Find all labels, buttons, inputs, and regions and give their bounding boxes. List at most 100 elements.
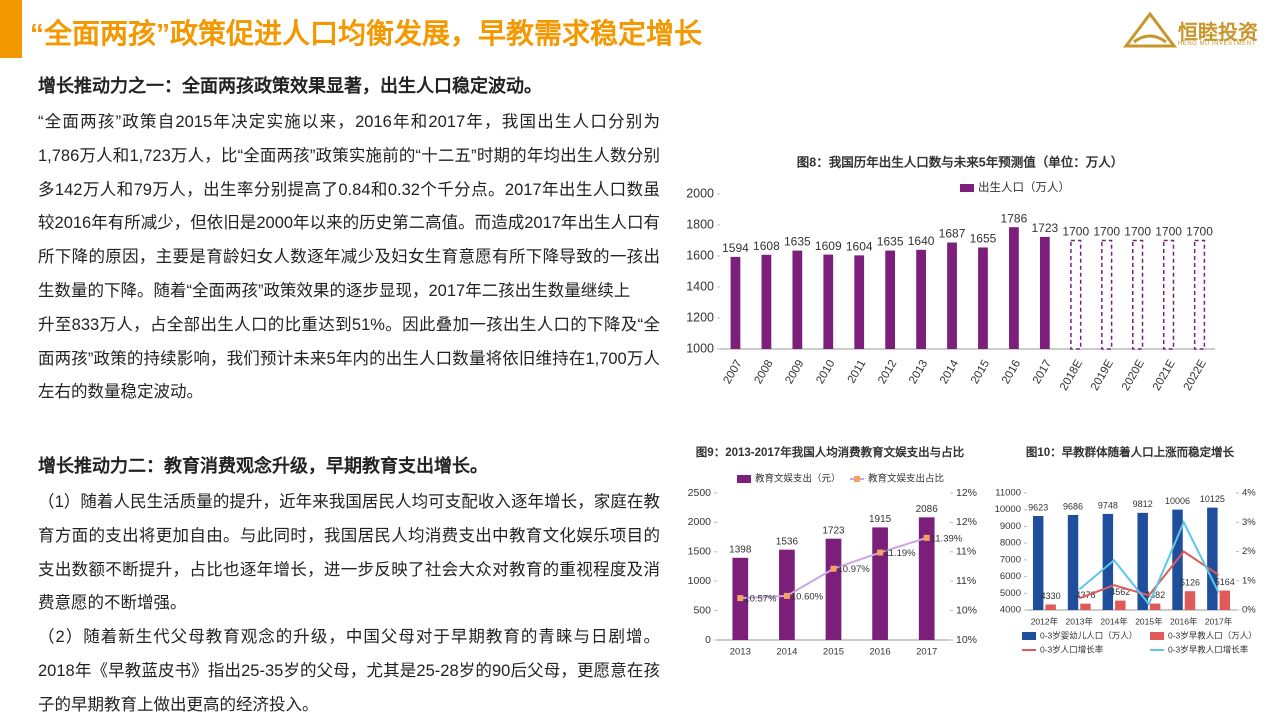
y2-tick-label: 11%: [956, 575, 976, 587]
bar: [823, 254, 834, 349]
data-label: 1608: [753, 239, 780, 253]
bar: [1132, 239, 1144, 350]
legend-label: 0-3岁人口增长率: [1040, 644, 1104, 654]
data-label: 1700: [1186, 225, 1213, 239]
data-label: 10125: [1200, 494, 1225, 504]
section: 增长推动力二：教育消费观念升级，早期教育支出增长。 （1）随着人民生活质量的提升…: [38, 450, 660, 723]
paragraph: （1）随着人民生活质量的提升，近年来我国居民人均可支配收入逐年增长，家庭在教育方…: [38, 493, 660, 613]
bar: [1067, 514, 1079, 610]
paragraph: 升至833万人，占全部出生人口的比重达到51%。因此叠加一孩出生人口的下降及“全…: [38, 315, 660, 402]
data-label: 1700: [1155, 225, 1182, 239]
y-tick-label: 1000: [686, 341, 714, 355]
data-label: 4330: [1041, 591, 1061, 601]
bar: [761, 254, 772, 349]
data-label: 10.57%: [744, 594, 777, 605]
x-tick-label: 2012: [876, 358, 899, 386]
data-label: 10006: [1165, 496, 1190, 506]
bar: [1039, 236, 1050, 349]
x-tick-label: 2015年: [1135, 616, 1163, 626]
data-label: 4562: [1110, 587, 1130, 597]
data-label: 9686: [1063, 501, 1083, 511]
bar: [854, 255, 865, 349]
bar: [872, 527, 888, 640]
x-tick-label: 2007: [722, 358, 745, 386]
y-tick-label: 1500: [688, 546, 712, 558]
legend-swatch: [737, 475, 751, 483]
legend-label: 出生人口（万人）: [978, 180, 1070, 194]
x-tick-label: 2016: [1000, 358, 1023, 386]
data-label: 1635: [784, 235, 811, 249]
y-tick-label: 11000: [995, 488, 1021, 499]
line-marker: [923, 534, 930, 541]
bar: [825, 538, 842, 640]
bar: [1137, 512, 1148, 610]
bar: [1149, 603, 1161, 610]
y-tick-label: 6000: [1000, 571, 1021, 582]
legend-label: 0-3岁早教人口（万人）: [1168, 630, 1257, 640]
legend-swatch: [1150, 632, 1164, 640]
y2-tick-label: 3%: [1242, 517, 1256, 528]
x-tick-label: 2017: [916, 647, 937, 658]
data-label: 1609: [815, 239, 842, 253]
y2-tick-label: 12%: [956, 516, 977, 528]
line-marker: [830, 565, 837, 572]
y-tick-label: 1000: [688, 575, 712, 587]
data-label: 1700: [1093, 225, 1120, 239]
y-tick-label: 1200: [686, 310, 714, 324]
y-tick-label: 4000: [1000, 605, 1021, 616]
y-tick-label: 8000: [1000, 538, 1021, 549]
data-label: 11.39%: [931, 533, 963, 544]
line-marker: [737, 595, 744, 602]
bar: [1162, 239, 1175, 350]
legend-swatch: [854, 476, 860, 482]
y2-tick-label: 0%: [1242, 605, 1256, 616]
x-tick-label: 2013: [907, 358, 930, 386]
bar: [1193, 239, 1206, 350]
legend-swatch: [1022, 632, 1036, 640]
legend-label: 教育文娱支出（元）: [755, 473, 841, 485]
section: 增长推动力之一：全面两孩政策效果显著，出生人口稳定波动。 “全面两孩”政策自20…: [38, 70, 660, 410]
x-tick-label: 2020E: [1120, 358, 1147, 393]
bar: [1070, 239, 1082, 350]
y-tick-label: 5000: [1000, 588, 1021, 599]
data-label: 9812: [1133, 499, 1153, 509]
x-tick-label: 2016: [870, 647, 891, 658]
y-tick-label: 7000: [1000, 554, 1021, 565]
data-label: 1700: [1062, 225, 1089, 239]
data-label: 1655: [970, 232, 997, 246]
x-tick-label: 2011: [846, 358, 869, 385]
logo-icon: [1133, 34, 1167, 44]
line-marker: [783, 592, 790, 599]
x-tick-label: 2017年: [1205, 616, 1233, 626]
x-tick-label: 2014年: [1100, 616, 1128, 626]
line-marker: [877, 549, 884, 556]
bar: [1102, 513, 1114, 610]
bar: [1101, 239, 1113, 350]
section-heading: 增长推动力二：教育消费观念升级，早期教育支出增长。: [38, 456, 488, 476]
y2-tick-label: 1%: [1242, 575, 1256, 586]
y2-tick-label: 4%: [1242, 488, 1256, 499]
data-label: 5126: [1180, 578, 1200, 588]
bar: [1009, 227, 1019, 349]
y2-tick-label: 2%: [1242, 546, 1256, 557]
paragraph: （2）随着新生代父母教育观念的升级，中国父母对于早期教育的青睐与日剧增。2018…: [38, 628, 660, 714]
data-label: 1398: [729, 544, 752, 555]
x-tick-label: 2021E: [1151, 358, 1178, 393]
x-tick-label: 2022E: [1182, 358, 1209, 393]
line: [1078, 519, 1220, 607]
logo-icon: [1123, 11, 1177, 48]
bar: [1184, 591, 1196, 610]
data-label: 9748: [1098, 500, 1118, 510]
logo-sub: HENG MU INVESTMENT: [1178, 41, 1256, 47]
bar: [1032, 516, 1044, 610]
data-label: 10.60%: [791, 591, 824, 602]
bar: [916, 249, 926, 349]
y-tick-label: 500: [693, 604, 711, 616]
slide-title: “全面两孩”政策促进人口均衡发展，早教需求稳定增长: [30, 18, 703, 49]
legend-swatch: [960, 184, 974, 192]
data-label: 1915: [869, 514, 892, 525]
y-tick-label: 1400: [686, 279, 714, 293]
data-label: 1687: [939, 227, 966, 241]
